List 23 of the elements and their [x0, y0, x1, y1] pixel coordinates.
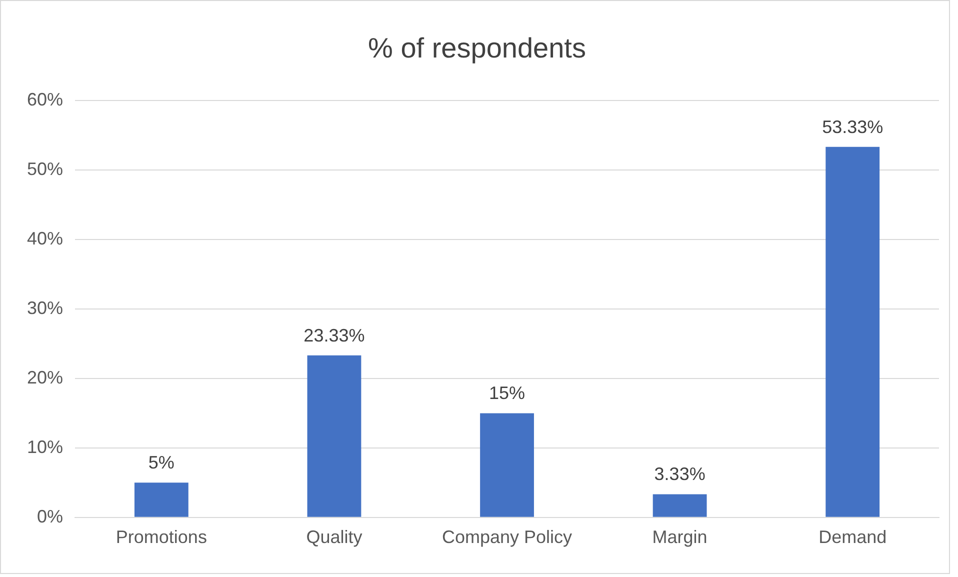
y-tick-label: 30%: [26, 298, 64, 318]
chart-title: % of respondents: [368, 32, 586, 64]
bar: [826, 146, 880, 517]
bar: [480, 413, 534, 517]
x-tick-label: Promotions: [116, 527, 207, 548]
x-tick-label: Quality: [306, 527, 362, 548]
data-label: 53.33%: [822, 116, 884, 137]
x-tick-label: Company Policy: [442, 527, 572, 548]
data-label: 5%: [148, 452, 174, 473]
bar: [307, 355, 362, 517]
x-tick-label: Demand: [818, 527, 887, 548]
y-tick-label: 60%: [26, 90, 64, 110]
bar: [652, 494, 707, 517]
bar: [134, 482, 188, 517]
data-label: 15%: [489, 383, 526, 404]
data-label: 3.33%: [654, 464, 706, 484]
y-tick-label: 10%: [26, 436, 64, 457]
y-tick-label: 0%: [37, 506, 64, 526]
y-tick-label: 20%: [26, 367, 64, 388]
x-tick-label: Margin: [652, 527, 708, 548]
y-tick-label: 40%: [26, 228, 64, 248]
y-tick-label: 50%: [26, 159, 64, 180]
data-label: 23.33%: [304, 325, 365, 346]
